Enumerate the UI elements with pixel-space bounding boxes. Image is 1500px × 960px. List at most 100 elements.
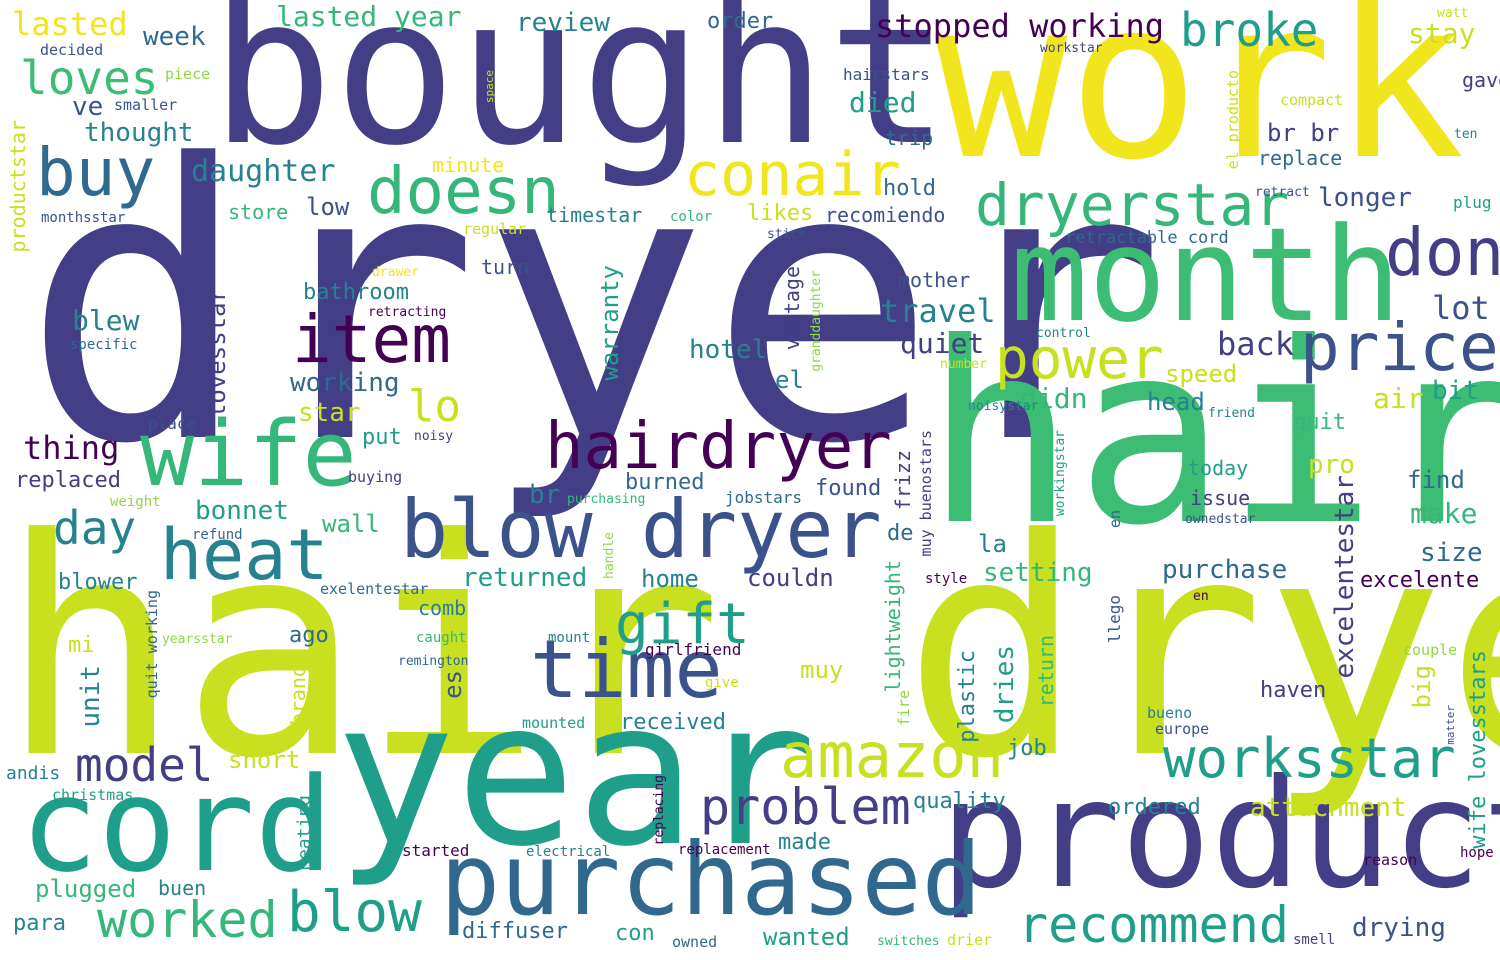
word: buy: [36, 134, 156, 211]
word: conair: [684, 140, 901, 210]
word: hair: [925, 289, 1500, 580]
word: yearsstar: [162, 632, 233, 647]
word: purchased: [440, 821, 982, 938]
word: stay: [1408, 17, 1476, 50]
word: recommend: [1018, 896, 1289, 954]
word: lot: [1432, 289, 1490, 327]
word: thought: [84, 118, 194, 148]
word: en: [1193, 589, 1209, 604]
word: haven: [1260, 678, 1327, 703]
word: made: [778, 830, 831, 855]
word: buen: [158, 876, 207, 900]
word: died: [849, 86, 917, 119]
word: purchasing: [567, 492, 646, 507]
word: mount: [548, 630, 591, 646]
word: longer: [1318, 183, 1412, 213]
word: thing: [23, 429, 120, 467]
word: con: [615, 921, 655, 946]
word: dryer: [22, 84, 1166, 527]
word: year: [335, 658, 817, 891]
word: blew: [72, 304, 140, 337]
word: make: [1410, 497, 1478, 530]
word: month: [1010, 199, 1402, 351]
word: bonnet: [195, 496, 289, 526]
word: week: [143, 22, 206, 52]
word: noisystar: [968, 399, 1039, 414]
word: work: [935, 0, 1465, 208]
word: workingstar: [1053, 430, 1068, 517]
word: andis: [6, 763, 61, 784]
word: owned: [672, 933, 718, 951]
word: comb: [418, 596, 467, 620]
word: excelentestar: [1330, 475, 1360, 679]
word: ordered: [1108, 795, 1201, 820]
word: mi: [68, 633, 95, 658]
word: low: [306, 193, 350, 221]
word: put: [362, 425, 402, 450]
word: gift: [615, 592, 750, 657]
word: didn: [1020, 382, 1088, 415]
word: problem: [700, 778, 911, 836]
word: quiet: [900, 327, 985, 360]
word: replaced: [15, 468, 121, 493]
word: doesn: [367, 155, 560, 229]
word: el producto: [1224, 70, 1242, 170]
word: piece: [165, 65, 211, 83]
word: la: [978, 530, 1007, 558]
word: drawer: [372, 265, 419, 280]
word: hairdryer: [545, 410, 892, 484]
word: hairstars: [843, 65, 930, 84]
word: received: [620, 710, 726, 735]
word: ve: [72, 92, 104, 122]
word: br br: [1267, 119, 1340, 147]
word: travel: [880, 292, 996, 330]
word: cord: [20, 749, 334, 901]
word: muy buenostars: [917, 430, 935, 557]
word: en: [1106, 510, 1124, 529]
word: back: [1217, 325, 1295, 363]
word: model: [75, 738, 214, 792]
word: working: [290, 368, 400, 398]
word: short: [228, 746, 301, 774]
word: replacement: [678, 842, 771, 858]
word: started: [402, 841, 470, 860]
word: minute: [432, 153, 505, 177]
word: handle: [602, 532, 617, 579]
word: regular: [463, 220, 527, 238]
word: remington: [398, 654, 469, 669]
word: find: [1407, 466, 1465, 494]
word: caught: [416, 630, 467, 646]
word: found: [815, 476, 882, 501]
word: control: [1036, 326, 1091, 341]
word: timestar: [546, 203, 643, 227]
word: worksstar: [1163, 727, 1456, 790]
word: jobstars: [725, 488, 803, 507]
word: mother: [898, 268, 971, 292]
word: recomiendo: [825, 203, 946, 227]
word: hotel: [689, 335, 768, 365]
word: lovesstar: [203, 288, 231, 419]
word: blower: [58, 570, 138, 595]
word: stick: [767, 227, 807, 242]
word: likes: [747, 201, 814, 226]
word: hold: [883, 176, 936, 201]
word: worked: [97, 891, 278, 949]
word: wall: [322, 510, 380, 538]
word: order: [707, 9, 774, 34]
word: blow: [287, 880, 422, 945]
word: loves: [20, 51, 159, 105]
word: pro: [1308, 450, 1355, 480]
word: workstar: [1040, 41, 1103, 56]
word: big: [1408, 665, 1436, 709]
word: blow dryer: [400, 483, 882, 576]
word: ownedstar: [1185, 512, 1256, 527]
word: exelentestar: [320, 580, 429, 598]
word: replace: [1258, 146, 1343, 170]
word: hair dryer: [0, 475, 1500, 824]
word: para: [13, 911, 66, 936]
word: christmas: [52, 786, 134, 804]
word: trip: [885, 126, 934, 150]
word: dries: [990, 645, 1020, 724]
word: store: [228, 200, 289, 224]
